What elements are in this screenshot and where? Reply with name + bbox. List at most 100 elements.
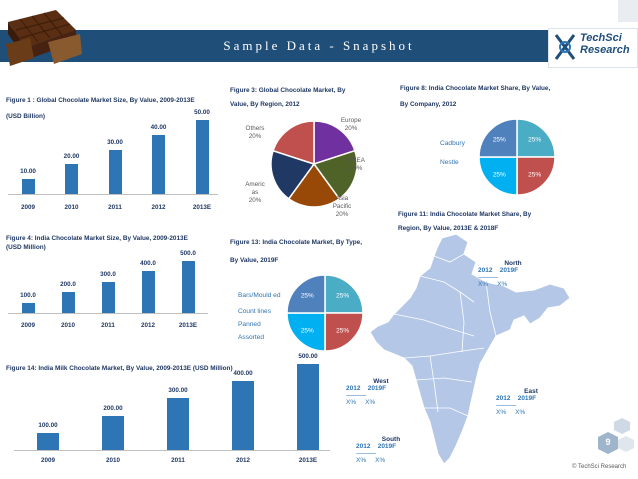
- fig13-legend-assorted: Assorted: [238, 334, 265, 341]
- fig4-title-line-1: Figure 4: India Chocolate Market Size, B…: [6, 235, 188, 242]
- fig8-slice-label-1: 25%: [528, 172, 541, 179]
- fig1-value-label-2012: 40.00: [150, 124, 167, 131]
- fig14-category-label-2011: 2011: [171, 457, 185, 464]
- fig1-bar-2012: [152, 135, 165, 194]
- fig1-category-label-2011: 2011: [108, 204, 122, 211]
- region-north-y2: 2019F: [499, 267, 519, 274]
- fig4-category-label-2009: 2009: [20, 322, 35, 329]
- fig1-title: Figure 1 : Global Chocolate Market Size,…: [6, 96, 236, 122]
- fig8-slice-label-3: 25%: [493, 136, 506, 143]
- logo-line-1: TechSci: [580, 32, 622, 44]
- region-north-x1: X%: [478, 281, 489, 288]
- fig4-x-axis: [8, 313, 208, 314]
- fig1-value-label-2013E: 50.00: [194, 109, 210, 116]
- region-east-y1: 2012: [496, 395, 511, 402]
- fig14-value-label-2011: 300.00: [168, 387, 188, 394]
- techsci-logo-icon: [554, 34, 576, 60]
- fig3-title-line-1: Figure 3: Global Chocolate Market, By: [230, 87, 346, 94]
- fig1-bar-2010: [65, 164, 78, 194]
- fig8-slice-0: [516, 118, 556, 158]
- region-south-y1: 2012: [356, 443, 371, 450]
- region-north: North 2012 2019F ------------ X% X%: [478, 260, 548, 288]
- fig13-legend-panned: Panned: [238, 321, 261, 328]
- fig13-slice-2: [286, 312, 326, 352]
- fig4-value-label-2010: 200.0: [60, 281, 76, 288]
- region-west: West 2012 2019F ------------ X% X%: [346, 378, 416, 406]
- fig1-value-label-2009: 10.00: [20, 168, 36, 175]
- region-west-years: 2012 2019F: [346, 385, 416, 392]
- fig1-value-label-2011: 30.00: [107, 139, 123, 146]
- header-bar: [0, 30, 638, 62]
- fig4-value-label-2011: 300.0: [100, 271, 116, 278]
- fig4-bar-2010: [61, 292, 75, 313]
- fig1-bar-2013E: [195, 120, 209, 194]
- copyright: © TechSci Research: [572, 464, 627, 470]
- fig3-label-others: Others 20%: [240, 125, 270, 141]
- fig8-title-line-1: Figure 8: India Chocolate Market Share, …: [400, 85, 551, 92]
- region-east-name: East: [524, 388, 538, 395]
- fig13-slice-label-1: 25%: [336, 328, 349, 335]
- fig13-title-line-1: Figure 13: India Chocolate Market, By Ty…: [230, 239, 362, 246]
- region-north-x2: X%: [497, 281, 508, 288]
- fig8-legend-nestle: Nestle: [440, 159, 459, 166]
- region-west-y1: 2012: [346, 385, 361, 392]
- fig14-bar-2009: [37, 433, 59, 450]
- region-west-x1: X%: [346, 399, 357, 406]
- region-south-name: South: [381, 436, 401, 443]
- fig1-category-label-2013E: 2013E: [192, 204, 212, 211]
- fig3-label-americas: Americ as 20%: [240, 181, 270, 205]
- chocolate-image: [6, 10, 82, 66]
- region-south-values: X% X%: [356, 457, 426, 464]
- fig13-title-line-2: By Value, 2019F: [230, 257, 279, 264]
- fig11-title: Figure 11: India Chocolate Market Share,…: [398, 210, 578, 234]
- fig8-slice-3: [478, 118, 518, 158]
- fig14-value-label-2010: 200.00: [103, 405, 123, 412]
- fig3-label-asia-name-1: Asia: [335, 195, 349, 202]
- fig3-slice-4: [272, 120, 315, 166]
- corner-decoration: [618, 0, 638, 22]
- region-north-divider: ------------: [478, 274, 498, 281]
- region-east-years: 2012 2019F: [496, 395, 566, 402]
- fig8-slice-1: [516, 156, 556, 196]
- fig4-category-label-2010: 2010: [60, 322, 75, 329]
- fig11-title-line-1: Figure 11: India Chocolate Market Share,…: [398, 211, 532, 218]
- fig14-category-label-2010: 2010: [105, 457, 120, 464]
- fig13-slice-0: [324, 274, 364, 314]
- fig8-title-line-2: By Company, 2012: [400, 101, 457, 108]
- fig3-slice-1: [312, 149, 358, 200]
- fig3-label-emea: EMEA 20%: [341, 157, 371, 173]
- region-east-x2: X%: [515, 409, 526, 416]
- fig4-category-label-2013E: 2013E: [178, 322, 198, 329]
- fig1-bar-2011: [108, 150, 122, 194]
- fig14-x-axis: [14, 450, 330, 451]
- fig13-title: Figure 13: India Chocolate Market, By Ty…: [230, 238, 400, 266]
- logo-line-2: Research: [580, 44, 630, 56]
- fig14-category-label-2013E: 2013E: [298, 457, 318, 464]
- fig4-category-label-2011: 2011: [101, 322, 115, 329]
- fig8-title: Figure 8: India Chocolate Market Share, …: [400, 84, 590, 110]
- fig1-title-line-2: (USD Billion): [6, 113, 46, 120]
- fig3-title-line-2: Value, By Region, 2012: [230, 101, 300, 108]
- fig3-label-europe: Europe 20%: [336, 117, 366, 133]
- logo-text: TechSci Research: [580, 32, 636, 56]
- fig3-title: Figure 3: Global Chocolate Market, By Va…: [230, 86, 390, 110]
- region-west-divider: ------------: [346, 392, 366, 399]
- fig3-label-emea-pct: 20%: [349, 165, 363, 172]
- fig4-bar-2012: [141, 271, 155, 313]
- page-number-hexagons: [598, 418, 634, 454]
- region-east-values: X% X%: [496, 409, 566, 416]
- fig13-pie-chart: 25% 25% 25% 25%: [286, 274, 364, 352]
- fig4-title-line-2: (USD Million): [6, 244, 46, 251]
- fig4-value-label-2012: 400.0: [140, 260, 156, 267]
- region-west-values: X% X%: [346, 399, 416, 406]
- fig8-pie-chart: 25% 25% 25% 25%: [478, 118, 556, 196]
- fig1-value-label-2010: 20.00: [63, 153, 80, 160]
- fig14-value-label-2012: 400.00: [233, 370, 253, 377]
- fig3-label-asia-pct: 20%: [335, 211, 349, 218]
- fig3-label-emea-name: EMEA: [347, 157, 365, 164]
- region-south-y2: 2019F: [377, 443, 397, 450]
- fig13-slice-3: [286, 274, 326, 314]
- fig1-title-line-1: Figure 1 : Global Chocolate Market Size,…: [6, 97, 195, 104]
- region-south-divider: ------------: [356, 450, 376, 457]
- fig13-legend-bars: Bars/Mould ed: [238, 292, 281, 299]
